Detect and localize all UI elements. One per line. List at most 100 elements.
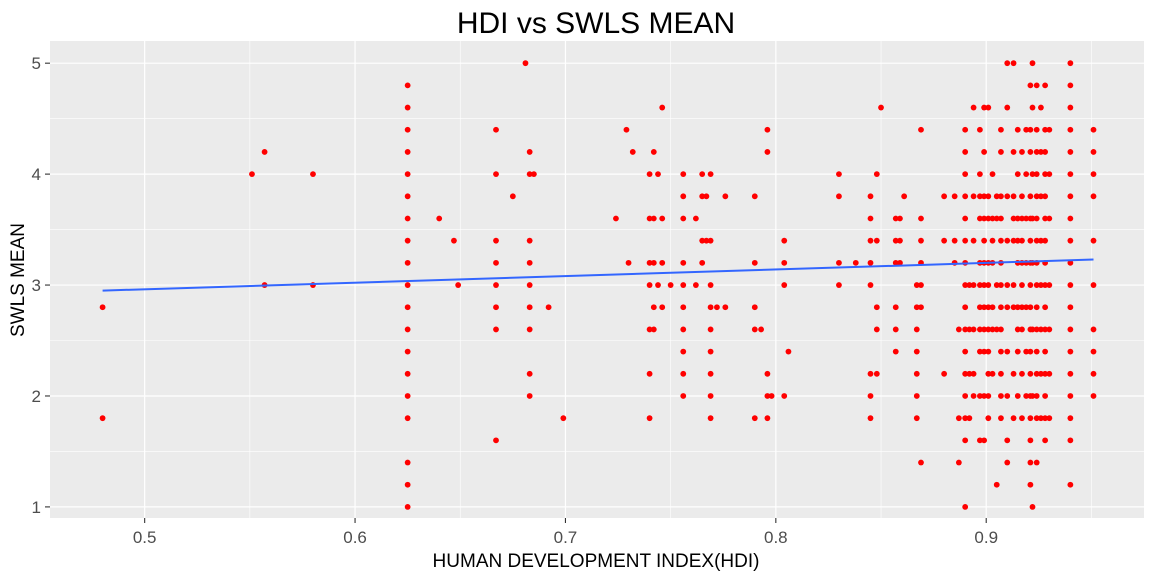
data-point <box>977 171 983 178</box>
data-point <box>680 393 687 399</box>
data-point <box>703 193 710 200</box>
data-point <box>722 304 729 311</box>
data-point <box>998 149 1004 155</box>
data-point <box>1038 282 1044 288</box>
data-point <box>646 171 653 178</box>
data-point <box>650 215 657 222</box>
data-point <box>985 193 992 200</box>
data-point <box>1067 481 1074 488</box>
data-point <box>918 282 924 288</box>
data-point <box>941 193 948 200</box>
data-point <box>913 304 920 311</box>
data-point <box>1029 393 1036 399</box>
data-point <box>955 459 962 466</box>
data-point <box>692 282 699 288</box>
x-axis-ticks: 0.5 0.6 0.7 0.8 0.9 <box>133 518 998 547</box>
data-point <box>985 215 992 222</box>
data-point <box>493 437 499 444</box>
data-point <box>404 259 411 266</box>
data-point <box>1067 104 1074 111</box>
data-point <box>998 370 1004 377</box>
data-point <box>404 193 411 200</box>
data-point <box>1090 326 1097 333</box>
data-point <box>1010 60 1017 67</box>
data-point <box>977 393 983 399</box>
data-point <box>981 437 988 444</box>
data-point <box>1023 215 1030 222</box>
data-point <box>1027 370 1034 377</box>
data-point <box>655 282 661 288</box>
data-point <box>970 104 977 111</box>
data-point <box>493 237 499 244</box>
data-point <box>1038 326 1044 333</box>
data-point <box>998 237 1004 244</box>
data-point <box>962 326 969 333</box>
data-point <box>1033 193 1040 200</box>
data-point <box>1019 326 1025 333</box>
data-point <box>1019 304 1025 311</box>
data-point <box>1033 370 1040 377</box>
data-point <box>1027 237 1034 244</box>
data-point <box>659 259 666 266</box>
data-point <box>509 193 516 200</box>
data-point <box>1090 149 1097 155</box>
data-point <box>1023 304 1030 311</box>
data-point <box>1090 282 1097 288</box>
data-point <box>680 282 687 288</box>
data-point <box>680 171 687 178</box>
data-point <box>897 237 903 244</box>
data-point <box>1067 326 1074 333</box>
data-point <box>993 326 1000 333</box>
data-point <box>873 326 880 333</box>
data-point <box>985 393 992 399</box>
data-point <box>659 104 666 111</box>
data-point <box>873 171 880 178</box>
data-point <box>1019 193 1025 200</box>
data-point <box>1010 370 1017 377</box>
data-point <box>707 171 714 178</box>
data-point <box>1090 171 1097 178</box>
data-point <box>1004 348 1011 355</box>
data-point <box>764 415 771 422</box>
y-tick-label: 3 <box>32 276 41 295</box>
data-point <box>1019 215 1025 222</box>
data-point <box>1038 149 1044 155</box>
data-point <box>1010 282 1017 288</box>
data-point <box>1004 237 1011 244</box>
data-point <box>966 282 973 288</box>
data-point <box>989 370 996 377</box>
data-point <box>1029 504 1036 510</box>
data-point <box>659 215 666 222</box>
data-point <box>526 259 533 266</box>
data-point <box>1038 237 1044 244</box>
data-point <box>1042 237 1049 244</box>
data-point <box>913 415 920 422</box>
data-point <box>659 304 666 311</box>
data-point <box>451 237 457 244</box>
data-point <box>1042 193 1049 200</box>
y-axis-ticks: 1 2 3 4 5 <box>32 54 50 517</box>
data-point <box>404 82 411 89</box>
data-point <box>1010 237 1017 244</box>
data-point <box>261 149 268 155</box>
data-point <box>966 415 973 422</box>
y-tick-label: 2 <box>32 387 41 406</box>
data-point <box>1023 171 1030 178</box>
data-point <box>1090 126 1097 133</box>
data-point <box>918 304 924 311</box>
data-point <box>1004 104 1011 111</box>
data-point <box>1004 193 1011 200</box>
data-point <box>404 215 411 222</box>
data-point <box>1029 215 1036 222</box>
chart-title: HDI vs SWLS MEAN <box>457 7 735 40</box>
data-point <box>493 259 499 266</box>
data-point <box>646 326 653 333</box>
data-point <box>625 259 632 266</box>
data-point <box>1042 171 1049 178</box>
x-tick-label: 0.9 <box>974 528 998 547</box>
data-point <box>768 393 775 399</box>
data-point <box>1010 149 1017 155</box>
data-point <box>650 304 657 311</box>
data-point <box>526 282 533 288</box>
data-point <box>1046 370 1053 377</box>
